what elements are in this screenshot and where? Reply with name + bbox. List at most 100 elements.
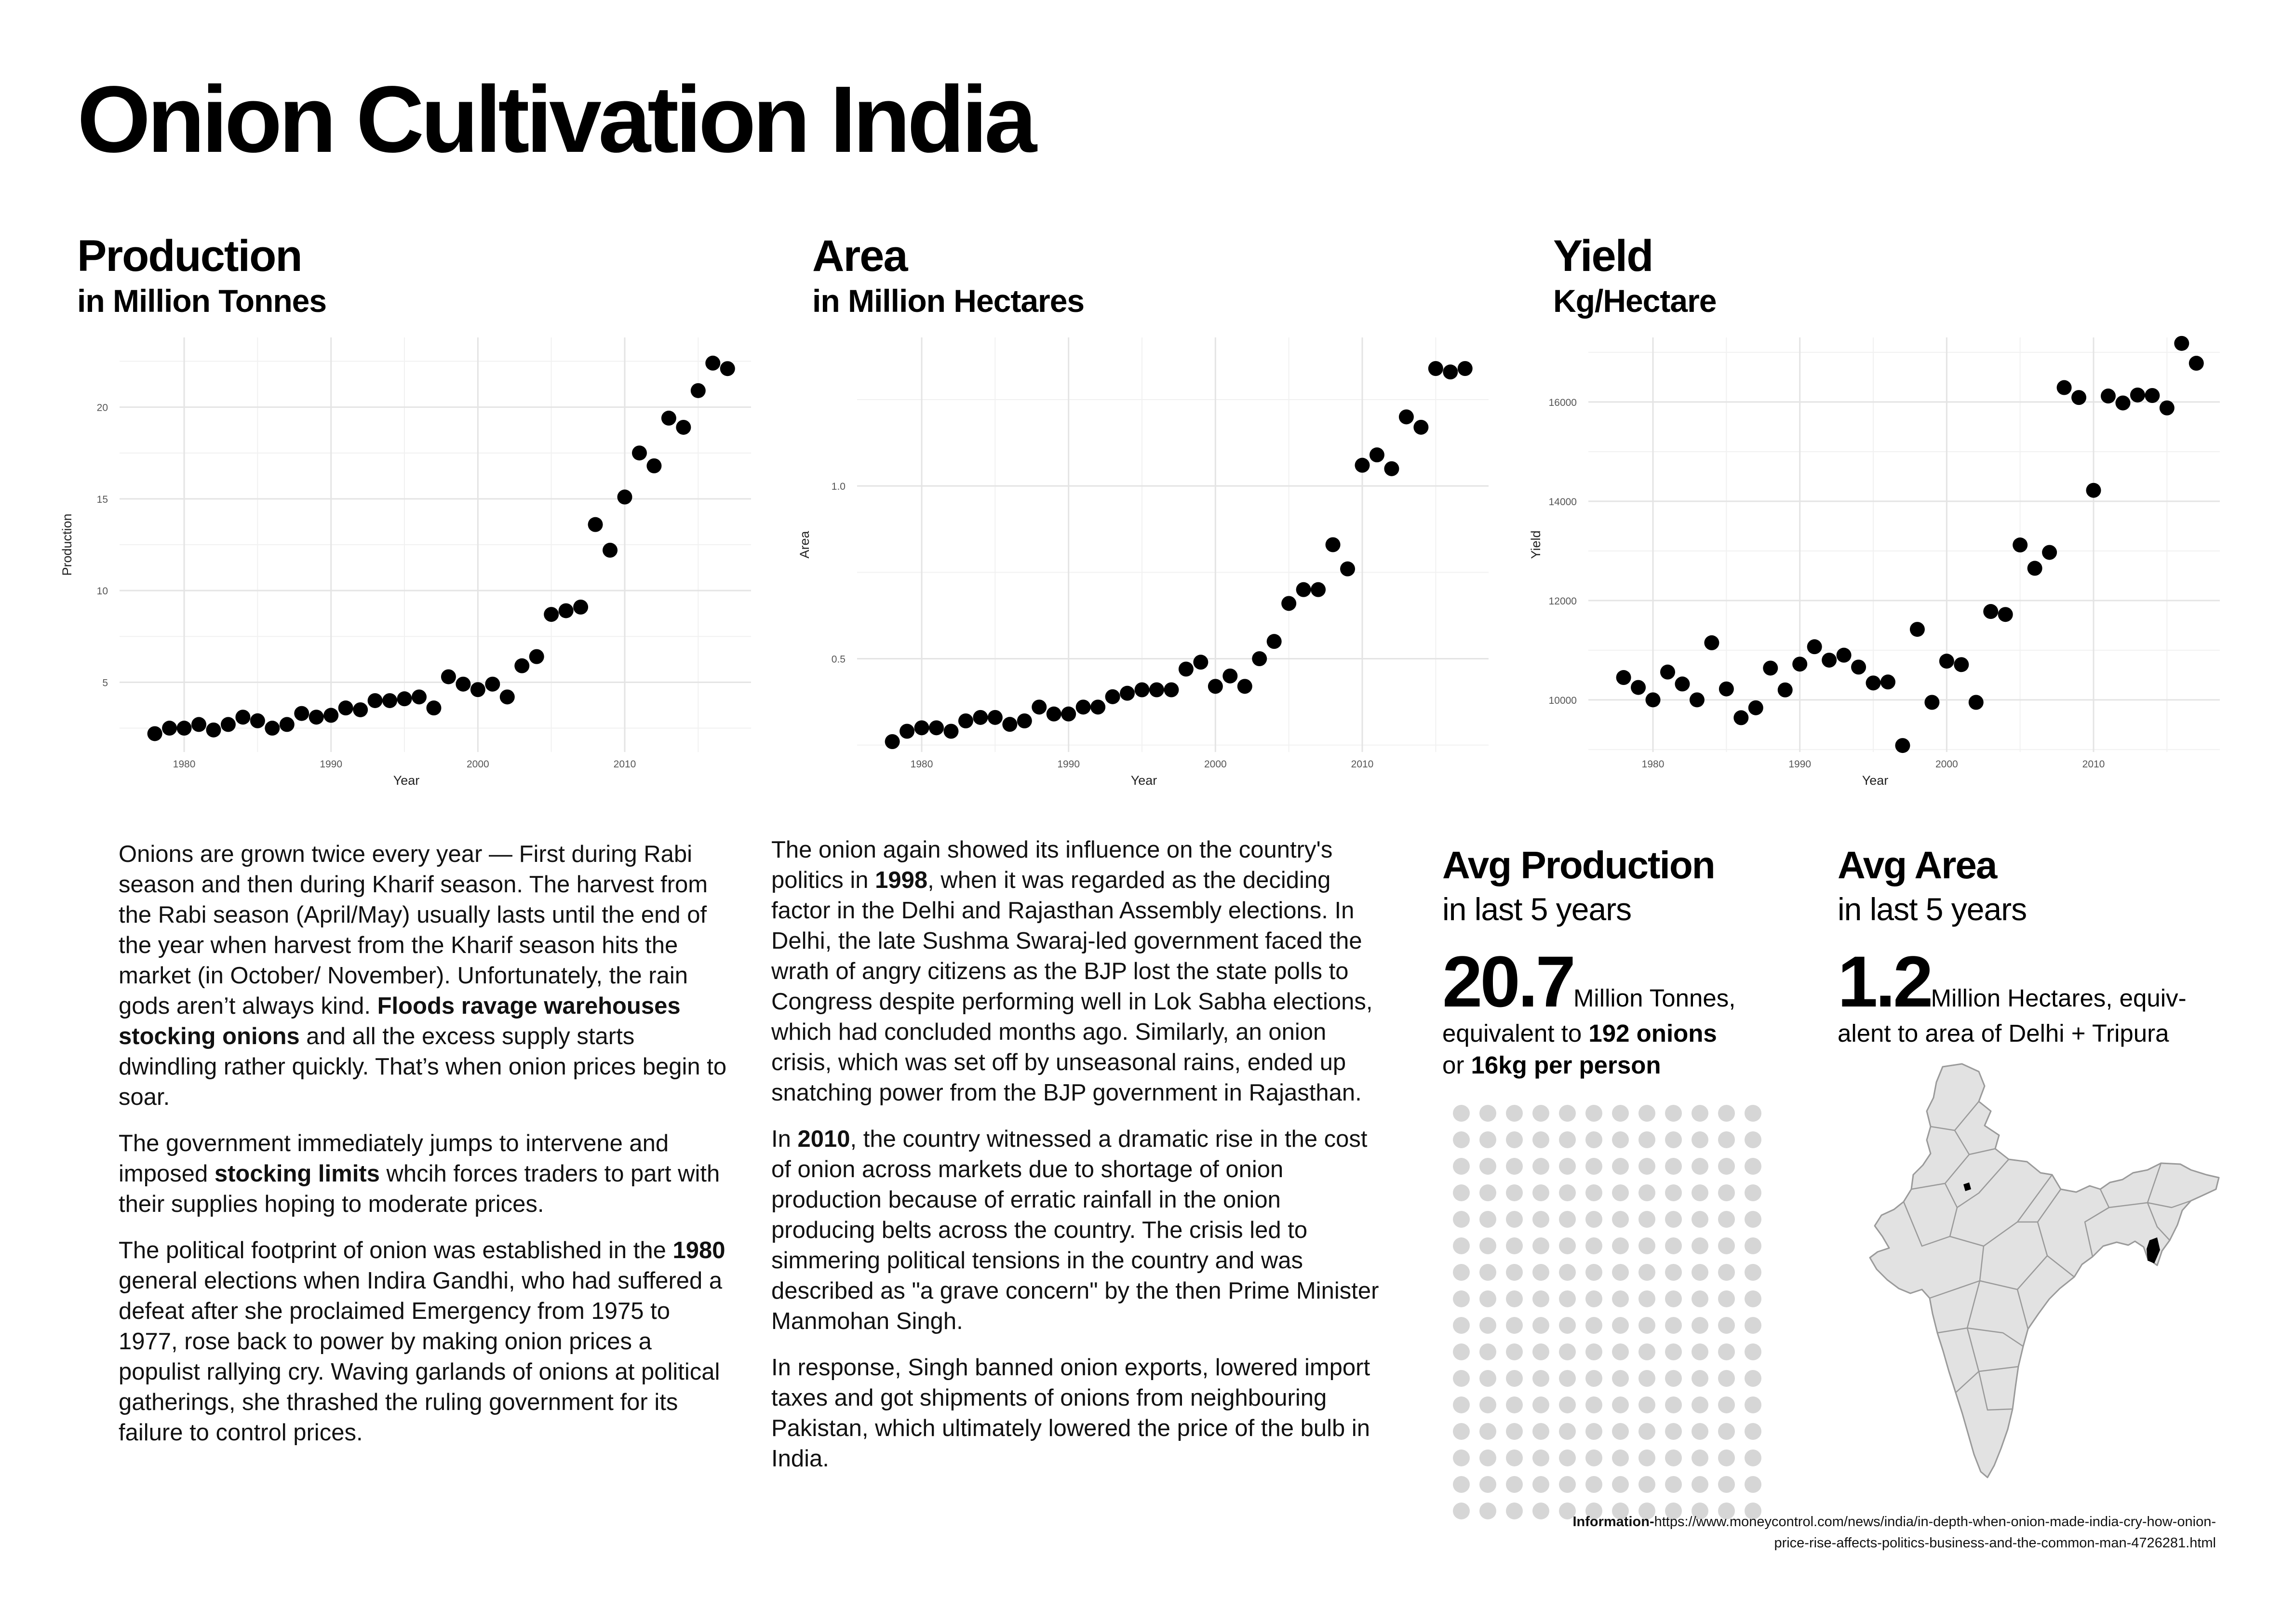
- data-point: [1998, 607, 2013, 622]
- data-point: [2189, 356, 2204, 371]
- data-point: [1252, 651, 1267, 666]
- onion-dot: [1745, 1211, 1761, 1228]
- avg-production-heading: Avg Production: [1442, 844, 1716, 886]
- india-map-icon: [1869, 1063, 2220, 1478]
- paragraph: The onion again showed its influence on …: [771, 835, 1388, 1108]
- y-axis-label: Production: [60, 513, 74, 576]
- delhi-highlight: [1963, 1182, 1971, 1191]
- onion-dot: [1665, 1370, 1682, 1387]
- onion-dot: [1506, 1343, 1523, 1360]
- onion-dot: [1638, 1370, 1655, 1387]
- data-point: [1134, 682, 1150, 698]
- onion-dot: [1559, 1290, 1576, 1307]
- x-tick-label: 1990: [1788, 759, 1811, 770]
- onion-dot: [1585, 1237, 1602, 1254]
- onion-dot: [1532, 1237, 1549, 1254]
- onion-dot: [1665, 1317, 1682, 1334]
- onion-dot: [1585, 1317, 1602, 1334]
- onion-dot: [1718, 1396, 1735, 1413]
- onion-dot: [1665, 1131, 1682, 1148]
- data-point: [2027, 561, 2042, 576]
- y-tick-label: 10000: [1549, 695, 1577, 706]
- tripura-highlight: [2147, 1237, 2160, 1263]
- data-point: [1340, 561, 1356, 577]
- onion-dot: [1612, 1105, 1629, 1122]
- area-chart-header: Area in Million Hectares: [812, 234, 1085, 317]
- onion-dot: [1559, 1396, 1576, 1413]
- onion-dot: [1665, 1264, 1682, 1281]
- data-point: [353, 702, 368, 717]
- onion-dot: [1745, 1343, 1761, 1360]
- avg-area-value-line: 1.2Million Hectares, equiv-: [1838, 945, 2187, 1018]
- y-tick-label: 20: [97, 403, 108, 414]
- onion-dot: [1638, 1158, 1655, 1175]
- onion-dot: [1453, 1211, 1470, 1228]
- data-point: [1851, 659, 1866, 675]
- bold-text: Floods ravage warehouses stocking onions: [119, 993, 681, 1049]
- onion-dot: [1638, 1237, 1655, 1254]
- data-point: [382, 693, 398, 708]
- data-point: [973, 710, 988, 725]
- data-point: [2159, 400, 2175, 416]
- onion-dot: [1532, 1158, 1549, 1175]
- onion-dot: [1638, 1503, 1655, 1519]
- data-point: [958, 713, 973, 728]
- onion-dot: [1692, 1211, 1708, 1228]
- data-point: [646, 458, 662, 473]
- bold-text: 1980: [672, 1237, 725, 1263]
- onion-dot: [1692, 1503, 1708, 1519]
- data-point: [1046, 706, 1061, 722]
- x-tick-label: 2010: [1351, 759, 1374, 770]
- y-tick-label: 10: [97, 586, 108, 597]
- onion-dot: [1559, 1317, 1576, 1334]
- onion-dot: [1745, 1396, 1761, 1413]
- avg-area-heading: Avg Area: [1838, 844, 1997, 886]
- data-point: [1443, 364, 1458, 380]
- onion-dot: [1506, 1450, 1523, 1466]
- data-point: [1939, 654, 1954, 669]
- avg-production-equivalent: equivalent to 192 onions: [1442, 1018, 1735, 1049]
- data-point: [1090, 699, 1106, 715]
- data-point: [2056, 380, 2072, 395]
- data-point: [1075, 699, 1091, 715]
- onion-dot: [1692, 1158, 1708, 1175]
- onion-dot: [1479, 1264, 1496, 1281]
- x-tick-label: 2000: [1935, 759, 1958, 770]
- data-point: [1822, 652, 1837, 668]
- x-tick-label: 2000: [1204, 759, 1227, 770]
- onion-dot: [1718, 1370, 1735, 1387]
- data-point: [1457, 361, 1473, 376]
- x-tick-label: 2000: [467, 759, 489, 770]
- onion-dot: [1612, 1184, 1629, 1201]
- onion-dot: [1585, 1158, 1602, 1175]
- data-point: [631, 445, 647, 461]
- onion-dot: [1745, 1131, 1761, 1148]
- onion-dot: [1585, 1370, 1602, 1387]
- onion-dot: [1453, 1158, 1470, 1175]
- data-point: [1719, 681, 1734, 697]
- production-chart-title: Production: [77, 231, 303, 281]
- onion-dot: [1479, 1396, 1496, 1413]
- per-person-amount: 16kg per person: [1471, 1051, 1661, 1079]
- data-point: [1355, 457, 1370, 473]
- onion-dot: [1638, 1264, 1655, 1281]
- data-point: [617, 489, 632, 505]
- text-run: The government immediately jumps to inte…: [119, 1130, 669, 1187]
- onion-dot: [1585, 1423, 1602, 1440]
- onion-dot: [1718, 1503, 1735, 1519]
- data-point: [690, 383, 706, 398]
- avg-area-value: 1.2: [1838, 941, 1933, 1022]
- data-point: [1384, 461, 1399, 476]
- data-point: [529, 649, 544, 664]
- data-point: [456, 676, 471, 692]
- avg-production-per-person: or 16kg per person: [1442, 1049, 1735, 1081]
- onion-dot: [1585, 1396, 1602, 1413]
- onion-dot: [1506, 1423, 1523, 1440]
- onion-dot: [1479, 1450, 1496, 1466]
- yield-chart-subtitle: Kg/Hectare: [1553, 283, 1717, 319]
- onion-dot: [1506, 1105, 1523, 1122]
- text-run: general elections when Indira Gandhi, wh…: [119, 1268, 723, 1446]
- onion-dot: [1612, 1343, 1629, 1360]
- x-tick-label: 1980: [911, 759, 933, 770]
- onion-dot: [1559, 1476, 1576, 1493]
